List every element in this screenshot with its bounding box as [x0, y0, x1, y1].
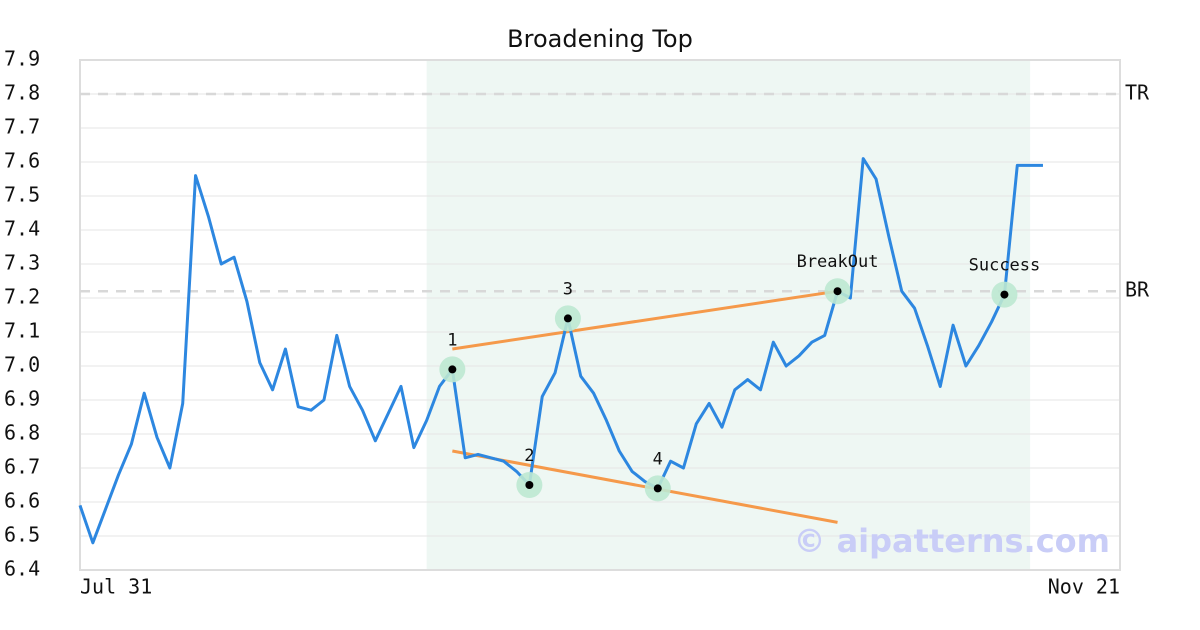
y-tick-label: 7.8	[4, 81, 40, 105]
y-tick-label: 7.2	[4, 285, 40, 309]
y-tick-label: 7.6	[4, 149, 40, 173]
y-tick-label: 6.6	[4, 489, 40, 513]
y-tick-label: 7.0	[4, 353, 40, 377]
pattern-point	[525, 481, 534, 489]
watermark: © aipatterns.com	[793, 522, 1110, 560]
pattern-point	[653, 484, 662, 493]
reference-label: BR	[1125, 278, 1150, 302]
pattern-point-label: BreakOut	[797, 252, 879, 272]
pattern-point-label: 2	[524, 446, 534, 466]
y-tick-label: 7.7	[4, 115, 40, 139]
pattern-point	[563, 314, 572, 323]
y-tick-label: 6.5	[4, 523, 40, 547]
y-tick-label: 7.1	[4, 319, 40, 343]
pattern-point-label: 1	[447, 330, 457, 350]
y-tick-label: 7.4	[4, 217, 40, 241]
x-tick-label: Jul 31	[80, 575, 152, 599]
price-line	[78, 157, 1043, 545]
reference-label: TR	[1125, 81, 1150, 105]
trendline	[452, 289, 838, 351]
y-tick-label: 6.8	[4, 421, 40, 445]
pattern-point	[1000, 290, 1009, 299]
pattern-point	[448, 365, 457, 374]
pattern-point-label: 3	[563, 279, 573, 299]
y-tick-label: 6.9	[4, 387, 40, 411]
pattern-point-label: Success	[969, 256, 1041, 276]
pattern-point-label: 4	[653, 449, 663, 469]
pattern-point	[833, 287, 842, 296]
y-tick-label: 6.7	[4, 455, 40, 479]
chart-title: Broadening Top	[507, 25, 693, 53]
plot-frame	[79, 59, 1121, 571]
y-tick-label: 6.4	[4, 557, 40, 581]
y-tick-label: 7.5	[4, 183, 40, 207]
y-tick-label: 7.9	[4, 47, 40, 71]
highlight-region	[426, 60, 1031, 570]
y-tick-label: 7.3	[4, 251, 40, 275]
x-tick-label: Nov 21	[1048, 575, 1120, 599]
